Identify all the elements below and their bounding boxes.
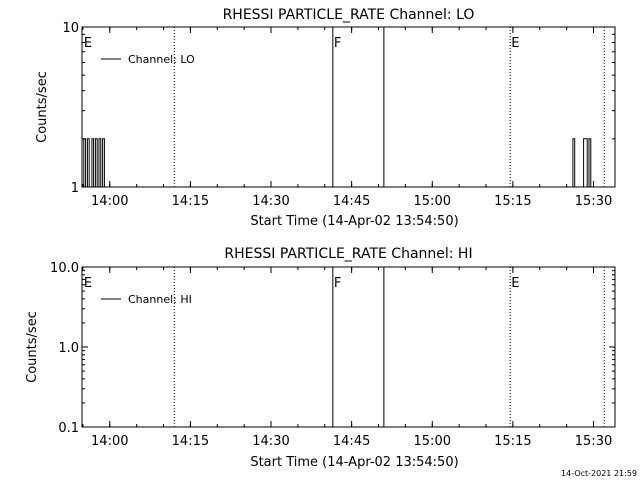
event-marker-label: F	[334, 36, 341, 51]
x-tick-label: 15:15	[494, 194, 531, 209]
x-tick-label: 15:00	[414, 434, 451, 449]
event-marker-label: E	[511, 36, 519, 51]
x-tick-label: 14:30	[252, 434, 289, 449]
x-tick-label: 14:45	[333, 194, 370, 209]
x-axis-label: Start Time (14-Apr-02 13:54:50)	[250, 214, 458, 229]
y-axis-label: Counts/sec	[25, 311, 40, 383]
event-marker-label: F	[334, 276, 341, 291]
series-line	[82, 138, 593, 188]
event-marker-label: E	[84, 276, 92, 291]
y-axis-label: Counts/sec	[35, 71, 50, 143]
x-tick-label: 14:30	[252, 194, 289, 209]
footer-timestamp: 14-Oct-2021 21:59	[561, 469, 637, 478]
chart-panel-1: RHESSI PARTICLE_RATE Channel: HI 0.1 1.0 10…	[25, 246, 616, 470]
x-tick-label: 14:45	[333, 434, 370, 449]
x-tick-label: 14:00	[91, 194, 128, 209]
event-marker-label: E	[511, 276, 519, 291]
event-marker-label: E	[84, 36, 92, 51]
x-tick-label: 14:00	[91, 434, 128, 449]
y-tick-label: 10.0	[50, 261, 79, 276]
x-tick-label: 15:15	[494, 434, 531, 449]
y-tick-label: 1	[71, 181, 79, 196]
legend-label: Channel: LO	[128, 53, 195, 66]
chart-title: RHESSI PARTICLE_RATE Channel: LO	[223, 7, 475, 23]
x-tick-label: 14:15	[172, 434, 209, 449]
legend-label: Channel: HI	[128, 293, 192, 306]
y-tick-label: 10	[62, 21, 79, 36]
plot-frame	[81, 26, 616, 188]
x-tick-label: 15:30	[575, 194, 612, 209]
x-tick-label: 15:00	[414, 194, 451, 209]
y-tick-label: 0.1	[58, 421, 79, 436]
chart-title: RHESSI PARTICLE_RATE Channel: HI	[224, 246, 472, 262]
x-axis-label: Start Time (14-Apr-02 13:54:50)	[250, 455, 458, 470]
x-tick-label: 14:15	[172, 194, 209, 209]
x-tick-label: 15:30	[575, 434, 612, 449]
plot-frame	[81, 266, 616, 428]
chart-panel-0: RHESSI PARTICLE_RATE Channel: LO 1 10 14:00…	[35, 7, 616, 229]
y-tick-label: 1.0	[58, 341, 79, 356]
